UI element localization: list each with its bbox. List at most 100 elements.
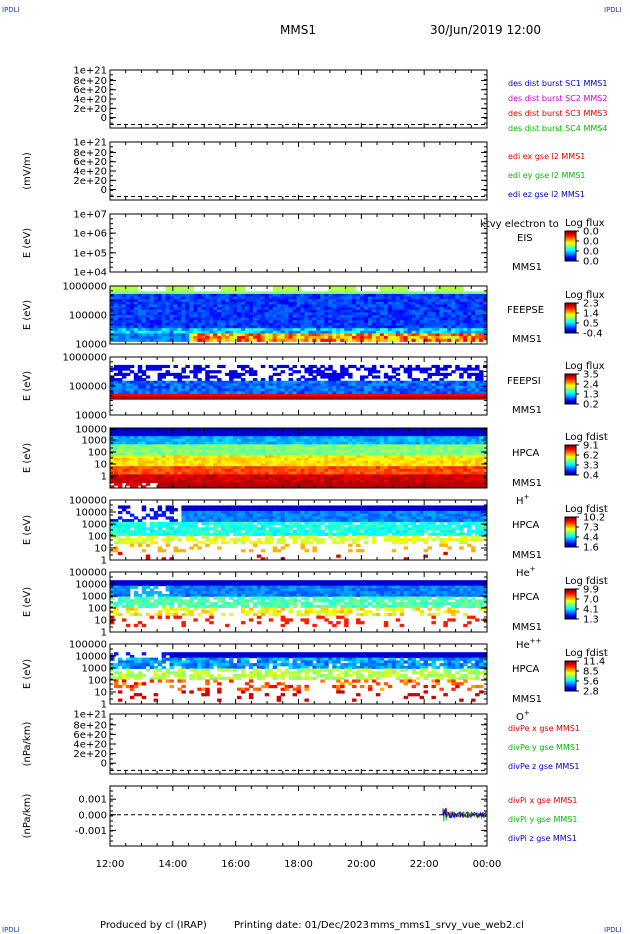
datetime-title: 30/Jun/2019 12:00 — [430, 23, 542, 37]
y-tick-label: 0.000 — [78, 810, 107, 821]
y-tick-label: 1e+21 — [73, 138, 107, 149]
y-tick-label: 100000 — [69, 382, 107, 393]
y-tick-label: 1000 — [82, 592, 107, 603]
x-tick-label: 00:00 — [473, 859, 502, 870]
species-charge-hpca_h: + — [524, 493, 530, 501]
corner-label-bottom-left: IPDLI — [2, 926, 20, 934]
colorbar-tick-label-hpca_he1: 4.4 — [583, 533, 599, 544]
panel-frame-eis — [109, 213, 488, 273]
legend-entry-des: des dist burst SC3 MMS3 — [508, 109, 607, 118]
colorbar-hpca_he1 — [565, 517, 576, 548]
legend-entry-des: des dist burst SC4 MMS4 — [508, 124, 607, 133]
instrument-label-hpca_he2: HPCA — [512, 592, 540, 603]
y-tick-label: 10000 — [75, 411, 107, 422]
colorbar-tick-label-hpca_he1: 10.2 — [583, 513, 605, 524]
y-tick-label: 4e+20 — [73, 167, 107, 178]
y-axis-label-edi: (mV/m) — [22, 152, 33, 190]
spectrogram-3 — [110, 286, 488, 342]
colorbar-title-feepse: Log flux — [565, 290, 605, 301]
series-line-divpi-1 — [442, 807, 487, 822]
colorbar-tick-label-hpca_he1: 7.3 — [583, 523, 599, 534]
species-label-hpca_he2: He++ — [516, 637, 542, 651]
spectrogram-8 — [110, 652, 488, 702]
colorbar-hpca_he2 — [565, 589, 576, 620]
species-charge-hpca_he2: ++ — [530, 637, 542, 645]
y-tick-label: 1 — [101, 628, 107, 639]
panel-frame-divpi — [109, 785, 488, 847]
y-axis-label-divpe: (nPa/km) — [22, 722, 33, 767]
y-tick-label: 10 — [94, 460, 107, 471]
colorbar-tick-label-eis: 0.0 — [583, 257, 599, 268]
x-tick-label: 12:00 — [96, 859, 125, 870]
corner-label-top-left: IPDLI — [2, 6, 20, 14]
spectrogram-4 — [110, 364, 488, 400]
legend-entry-divpi: divPi y gse MMS1 — [508, 815, 577, 824]
species-label-hpca_o: O+ — [516, 709, 530, 723]
colorbar-tick-label-hpca_h: 0.4 — [583, 471, 599, 482]
y-tick-label: 1 — [101, 700, 107, 711]
y-tick-label: 10 — [94, 688, 107, 699]
y-tick-label: 100000 — [69, 640, 107, 651]
y-tick-label: 1000000 — [62, 353, 107, 364]
footer-printing-date: Printing date: 01/Dec/2023 — [234, 920, 370, 931]
colorbar-frame-feepsi — [564, 373, 577, 405]
colorbar-tick-label-eis: 0.0 — [583, 247, 599, 258]
colorbar-title-hpca_he2: Log fdist — [565, 576, 608, 587]
footer-script: mms_mms1_srvy_vue_web2.cl — [370, 920, 524, 931]
spacecraft-label-eis: MMS1 — [512, 262, 542, 273]
colorbar-tick-label-feepse: 2.3 — [583, 299, 599, 310]
y-tick-label: 6e+20 — [73, 730, 107, 741]
species-charge-hpca_he1: + — [530, 565, 536, 573]
colorbar-title-eis: Log flux — [565, 218, 605, 229]
spectrogram-7 — [110, 580, 488, 628]
panel-frame-des — [109, 69, 488, 129]
spacecraft-title: MMS1 — [280, 23, 316, 37]
colorbar-frame-eis — [564, 230, 577, 262]
y-axis-label-feepse: E (eV) — [22, 300, 33, 330]
y-axis-label-hpca_o: E (eV) — [22, 659, 33, 689]
y-tick-label: 1000 — [82, 664, 107, 675]
x-tick-label: 22:00 — [410, 859, 439, 870]
colorbar-tick-label-hpca_he2: 7.0 — [583, 595, 599, 606]
legend-entry-divpe: divPe z gse MMS1 — [508, 762, 579, 771]
instrument-label-eis: EIS — [517, 233, 533, 244]
colorbar-tick-label-eis: 0.0 — [583, 237, 599, 248]
y-tick-label: -0.001 — [75, 826, 107, 837]
instrument-label-hpca_he1: HPCA — [512, 520, 540, 531]
colorbar-tick-label-feepse: 1.4 — [583, 309, 599, 320]
colorbar-feepsi — [565, 374, 576, 405]
spectrogram-5 — [110, 428, 488, 489]
panel-frame-edi — [109, 141, 488, 201]
legend-entry-edi: edi ex gse l2 MMS1 — [508, 152, 585, 161]
y-tick-label: 2e+20 — [73, 176, 107, 187]
y-tick-label: 10000 — [75, 425, 107, 436]
y-tick-label: 1e+07 — [73, 210, 107, 221]
colorbar-title-hpca_he1: Log fdist — [565, 504, 608, 515]
colorbar-tick-label-feepsi: 3.5 — [583, 370, 599, 381]
x-tick-label: 14:00 — [158, 859, 187, 870]
spacecraft-label-hpca_h: MMS1 — [512, 478, 542, 489]
y-tick-label: 0.001 — [78, 795, 107, 806]
x-tick-label: 16:00 — [221, 859, 250, 870]
y-axis-label-hpca_he2: E (eV) — [22, 587, 33, 617]
y-axis-label-hpca_h: E (eV) — [22, 443, 33, 473]
colorbar-frame-hpca_he1 — [564, 516, 577, 548]
y-tick-label: 100 — [88, 448, 107, 459]
colorbar-tick-label-feepsi: 1.3 — [583, 390, 599, 401]
y-tick-label: 6e+20 — [73, 85, 107, 96]
y-tick-label: 4e+20 — [73, 95, 107, 106]
legend-entry-divpi: divPi z gse MMS1 — [508, 834, 577, 843]
spacecraft-label-feepse: MMS1 — [512, 334, 542, 345]
y-tick-label: 1e+21 — [73, 66, 107, 77]
colorbar-tick-label-hpca_o: 2.8 — [583, 687, 599, 698]
y-tick-label: 1e+21 — [73, 710, 107, 721]
colorbar-eis — [565, 231, 576, 262]
colorbar-frame-hpca_h — [564, 444, 577, 476]
y-tick-label: 1 — [101, 472, 107, 483]
legend-entry-divpe: divPe x gse MMS1 — [508, 724, 580, 733]
y-tick-label: 2e+20 — [73, 104, 107, 115]
colorbar-tick-label-hpca_o: 11.4 — [583, 657, 605, 668]
y-tick-label: 10000 — [75, 508, 107, 519]
y-axis-label-feepsi: E (eV) — [22, 371, 33, 401]
series-line-divpi-2 — [442, 807, 487, 820]
